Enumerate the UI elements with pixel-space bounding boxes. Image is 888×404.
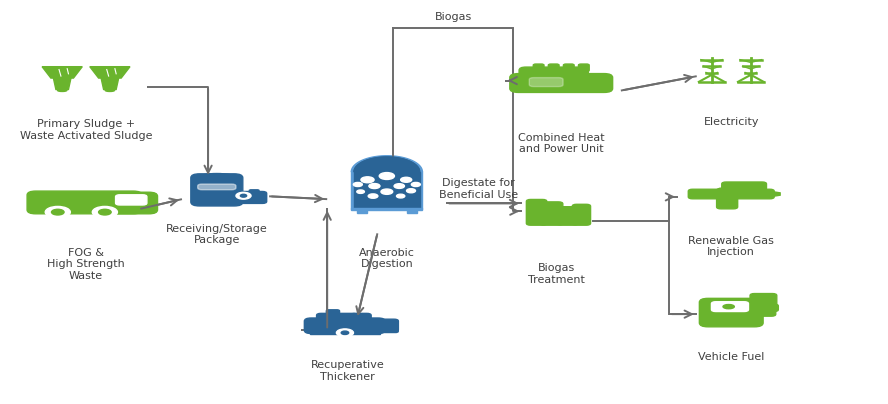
Circle shape bbox=[394, 184, 404, 188]
Circle shape bbox=[337, 329, 353, 337]
Circle shape bbox=[45, 206, 70, 218]
Circle shape bbox=[241, 194, 247, 197]
FancyBboxPatch shape bbox=[519, 67, 588, 81]
FancyBboxPatch shape bbox=[717, 191, 738, 209]
Circle shape bbox=[369, 194, 378, 198]
Text: Combined Heat
and Power Unit: Combined Heat and Power Unit bbox=[518, 133, 605, 154]
FancyBboxPatch shape bbox=[352, 208, 423, 210]
FancyBboxPatch shape bbox=[529, 78, 563, 86]
Circle shape bbox=[397, 194, 405, 198]
Circle shape bbox=[357, 190, 364, 194]
FancyBboxPatch shape bbox=[373, 319, 399, 332]
FancyBboxPatch shape bbox=[558, 207, 578, 225]
FancyBboxPatch shape bbox=[358, 210, 367, 213]
FancyBboxPatch shape bbox=[115, 195, 147, 205]
FancyBboxPatch shape bbox=[28, 191, 142, 214]
Ellipse shape bbox=[561, 207, 574, 210]
FancyBboxPatch shape bbox=[688, 189, 725, 199]
Circle shape bbox=[92, 206, 117, 218]
FancyBboxPatch shape bbox=[725, 189, 774, 199]
Polygon shape bbox=[354, 157, 420, 172]
FancyBboxPatch shape bbox=[408, 210, 416, 213]
FancyBboxPatch shape bbox=[381, 327, 398, 332]
FancyBboxPatch shape bbox=[700, 298, 763, 327]
FancyBboxPatch shape bbox=[250, 190, 259, 202]
FancyBboxPatch shape bbox=[351, 314, 371, 323]
FancyBboxPatch shape bbox=[563, 64, 575, 72]
Text: FOG &
High Strength
Waste: FOG & High Strength Waste bbox=[47, 248, 125, 281]
FancyBboxPatch shape bbox=[519, 88, 612, 90]
FancyBboxPatch shape bbox=[722, 182, 766, 190]
Circle shape bbox=[407, 189, 416, 193]
Polygon shape bbox=[90, 67, 130, 78]
Ellipse shape bbox=[105, 89, 115, 91]
Text: Anaerobic
Digestion: Anaerobic Digestion bbox=[359, 248, 415, 269]
FancyBboxPatch shape bbox=[107, 192, 157, 214]
FancyBboxPatch shape bbox=[233, 191, 266, 203]
FancyBboxPatch shape bbox=[316, 314, 340, 323]
FancyBboxPatch shape bbox=[711, 302, 749, 311]
Ellipse shape bbox=[715, 188, 727, 200]
Polygon shape bbox=[352, 156, 423, 172]
FancyBboxPatch shape bbox=[191, 174, 242, 206]
FancyBboxPatch shape bbox=[354, 172, 420, 208]
FancyBboxPatch shape bbox=[750, 304, 779, 311]
FancyBboxPatch shape bbox=[572, 204, 591, 225]
Text: Recuperative
Thickener: Recuperative Thickener bbox=[311, 360, 385, 382]
Text: Vehicle Fuel: Vehicle Fuel bbox=[698, 352, 765, 362]
FancyBboxPatch shape bbox=[527, 200, 547, 225]
Circle shape bbox=[411, 183, 420, 187]
Circle shape bbox=[369, 183, 380, 189]
Text: Biogas
Treatment: Biogas Treatment bbox=[528, 263, 585, 285]
FancyBboxPatch shape bbox=[510, 74, 613, 93]
FancyBboxPatch shape bbox=[352, 171, 423, 208]
Circle shape bbox=[99, 209, 111, 215]
FancyBboxPatch shape bbox=[759, 307, 776, 316]
Text: Renewable Gas
Injection: Renewable Gas Injection bbox=[688, 236, 774, 257]
FancyBboxPatch shape bbox=[326, 310, 339, 317]
FancyBboxPatch shape bbox=[548, 64, 559, 72]
Polygon shape bbox=[53, 78, 71, 89]
Circle shape bbox=[341, 331, 349, 335]
Circle shape bbox=[361, 177, 374, 183]
Polygon shape bbox=[101, 78, 119, 89]
Ellipse shape bbox=[723, 305, 734, 309]
Text: Receiving/Storage
Package: Receiving/Storage Package bbox=[166, 224, 267, 245]
Circle shape bbox=[381, 189, 392, 194]
Ellipse shape bbox=[199, 173, 235, 181]
Circle shape bbox=[400, 177, 412, 182]
FancyBboxPatch shape bbox=[198, 184, 236, 190]
Circle shape bbox=[353, 183, 362, 187]
FancyBboxPatch shape bbox=[310, 330, 380, 334]
Polygon shape bbox=[42, 67, 83, 78]
FancyBboxPatch shape bbox=[750, 294, 777, 310]
Text: Biogas: Biogas bbox=[434, 13, 472, 22]
FancyBboxPatch shape bbox=[578, 64, 590, 72]
FancyBboxPatch shape bbox=[540, 202, 563, 225]
Text: Digestate for
Beneficial Use: Digestate for Beneficial Use bbox=[439, 178, 518, 200]
Text: Primary Sludge +
Waste Activated Sludge: Primary Sludge + Waste Activated Sludge bbox=[20, 119, 152, 141]
FancyBboxPatch shape bbox=[305, 318, 385, 334]
Ellipse shape bbox=[58, 89, 67, 91]
Polygon shape bbox=[770, 191, 781, 197]
FancyBboxPatch shape bbox=[334, 314, 357, 323]
Polygon shape bbox=[354, 157, 420, 172]
Circle shape bbox=[52, 209, 64, 215]
FancyBboxPatch shape bbox=[534, 64, 544, 72]
Text: Electricity: Electricity bbox=[703, 117, 759, 127]
Polygon shape bbox=[601, 78, 612, 88]
Circle shape bbox=[379, 173, 394, 179]
Circle shape bbox=[236, 192, 251, 199]
FancyBboxPatch shape bbox=[738, 187, 752, 192]
